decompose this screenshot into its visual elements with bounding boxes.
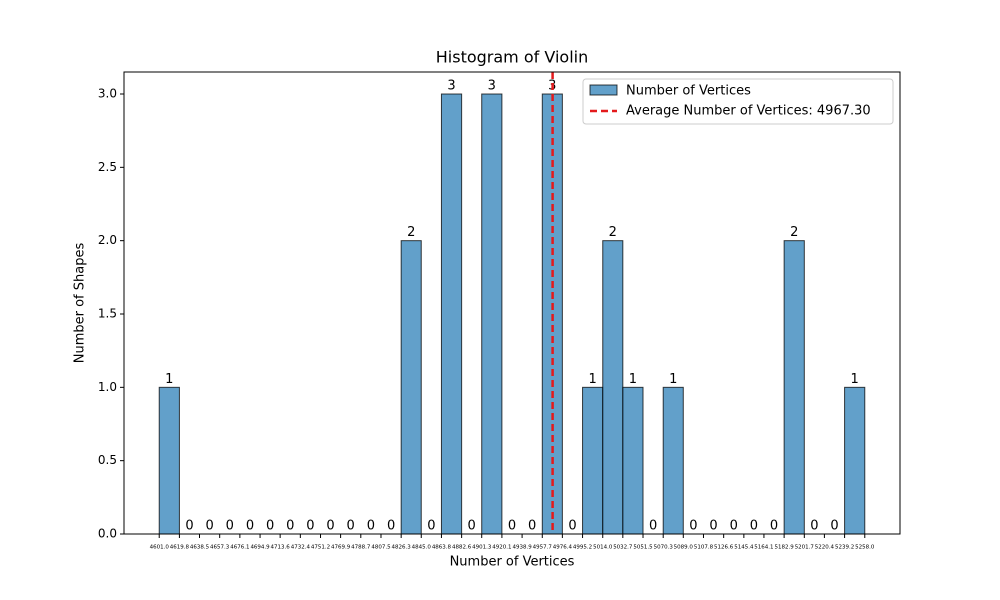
bar xyxy=(481,93,503,535)
x-tick-label: 4769.9 xyxy=(331,545,351,551)
bar xyxy=(400,240,422,535)
x-tick-label: 4807.5 xyxy=(371,545,391,551)
plot-frame xyxy=(123,71,901,535)
bar xyxy=(844,386,866,535)
x-tick-label: 5107.8 xyxy=(694,545,714,551)
bar-label: 1 xyxy=(851,372,859,387)
y-tick-label: 1.5 xyxy=(98,307,117,321)
legend-box xyxy=(582,78,894,125)
x-tick-label: 4845.0 xyxy=(412,545,432,551)
bar-label: 1 xyxy=(589,372,597,387)
x-tick-label: 4751.2 xyxy=(311,545,330,551)
x-tick-label: 4657.3 xyxy=(210,545,230,551)
legend-label: Number of Vertices xyxy=(626,84,751,99)
bar-label: 0 xyxy=(427,519,435,534)
bar-label: 1 xyxy=(165,372,173,387)
bar-label: 0 xyxy=(528,519,536,534)
bar-label: 3 xyxy=(447,79,455,94)
bar-label: 0 xyxy=(810,519,818,534)
x-tick-label: 4882.6 xyxy=(452,545,472,551)
bar xyxy=(440,93,463,535)
bar xyxy=(602,240,624,535)
x-tick-label: 5164.1 xyxy=(754,545,773,551)
x-tick-label: 4676.1 xyxy=(230,545,249,551)
x-tick-label: 4638.5 xyxy=(190,545,210,551)
x-tick-label: 4863.8 xyxy=(432,545,452,551)
bar-label: 0 xyxy=(226,519,234,534)
bar xyxy=(582,386,604,535)
y-tick-label: 2.5 xyxy=(98,160,117,174)
x-tick-label: 5014.0 xyxy=(593,545,613,551)
bar-label: 0 xyxy=(367,519,375,534)
bar-label: 0 xyxy=(830,519,838,534)
bar-label: 0 xyxy=(508,519,516,534)
bar-label: 0 xyxy=(750,519,758,534)
legend-swatch xyxy=(589,84,618,96)
bar-label: 2 xyxy=(407,225,415,240)
bar xyxy=(158,386,180,535)
bar-label: 0 xyxy=(266,519,274,534)
x-tick-label: 5258.0 xyxy=(855,545,875,551)
bar-label: 0 xyxy=(246,519,254,534)
y-tick-label: 0.0 xyxy=(98,527,117,541)
x-tick-label: 5182.9 xyxy=(775,545,795,551)
bar-label: 0 xyxy=(205,519,213,534)
x-tick-label: 5051.5 xyxy=(633,545,653,551)
y-axis-label: Number of Shapes xyxy=(73,243,88,364)
bar-label: 0 xyxy=(468,519,476,534)
bar-label: 0 xyxy=(689,519,697,534)
bar xyxy=(622,386,644,535)
x-tick-label: 5239.2 xyxy=(835,545,854,551)
bar-label: 0 xyxy=(326,519,334,534)
x-tick-label: 4732.4 xyxy=(291,545,311,551)
bar-label: 2 xyxy=(609,225,617,240)
bar-label: 3 xyxy=(488,79,496,94)
y-tick-label: 2.0 xyxy=(98,233,117,247)
bar xyxy=(783,240,805,535)
x-tick-label: 4976.4 xyxy=(553,545,573,551)
x-tick-label: 4601.0 xyxy=(150,545,170,551)
bar-label: 0 xyxy=(286,519,294,534)
bar-label: 1 xyxy=(629,372,637,387)
x-tick-label: 4920.1 xyxy=(492,545,511,551)
x-tick-label: 5220.4 xyxy=(815,545,835,551)
bar-label: 0 xyxy=(730,519,738,534)
x-tick-label: 4826.3 xyxy=(392,545,412,551)
bar-label: 0 xyxy=(770,519,778,534)
bar-label: 1 xyxy=(669,372,677,387)
x-tick-label: 4995.2 xyxy=(573,545,592,551)
bar xyxy=(662,386,684,535)
bar-label: 2 xyxy=(790,225,798,240)
x-tick-label: 4957.7 xyxy=(533,545,553,551)
bar-label: 0 xyxy=(649,519,657,534)
y-tick-label: 1.0 xyxy=(98,380,117,394)
x-tick-label: 5089.0 xyxy=(674,545,694,551)
x-tick-label: 4938.9 xyxy=(512,545,532,551)
bar-label: 0 xyxy=(347,519,355,534)
chart-title: Histogram of Violin xyxy=(436,48,588,67)
x-tick-label: 4788.7 xyxy=(351,545,371,551)
legend-label: Average Number of Vertices: 4967.30 xyxy=(626,104,871,119)
x-tick-label: 5201.7 xyxy=(795,545,815,551)
x-tick-label: 4901.3 xyxy=(472,545,492,551)
x-tick-label: 5126.6 xyxy=(714,545,734,551)
bar-label: 0 xyxy=(185,519,193,534)
x-tick-label: 5070.3 xyxy=(654,545,674,551)
x-tick-label: 4713.6 xyxy=(271,545,291,551)
bar-label: 0 xyxy=(306,519,314,534)
x-tick-label: 5145.4 xyxy=(734,545,754,551)
x-tick-label: 5032.7 xyxy=(613,545,633,551)
bar-label: 0 xyxy=(568,519,576,534)
y-tick-label: 3.0 xyxy=(98,87,117,101)
y-tick-label: 0.5 xyxy=(98,453,117,467)
bar-label: 0 xyxy=(387,519,395,534)
x-tick-label: 4619.8 xyxy=(170,545,190,551)
x-tick-label: 4694.9 xyxy=(250,545,270,551)
bar-label: 0 xyxy=(709,519,717,534)
x-axis-label: Number of Vertices xyxy=(450,555,575,570)
